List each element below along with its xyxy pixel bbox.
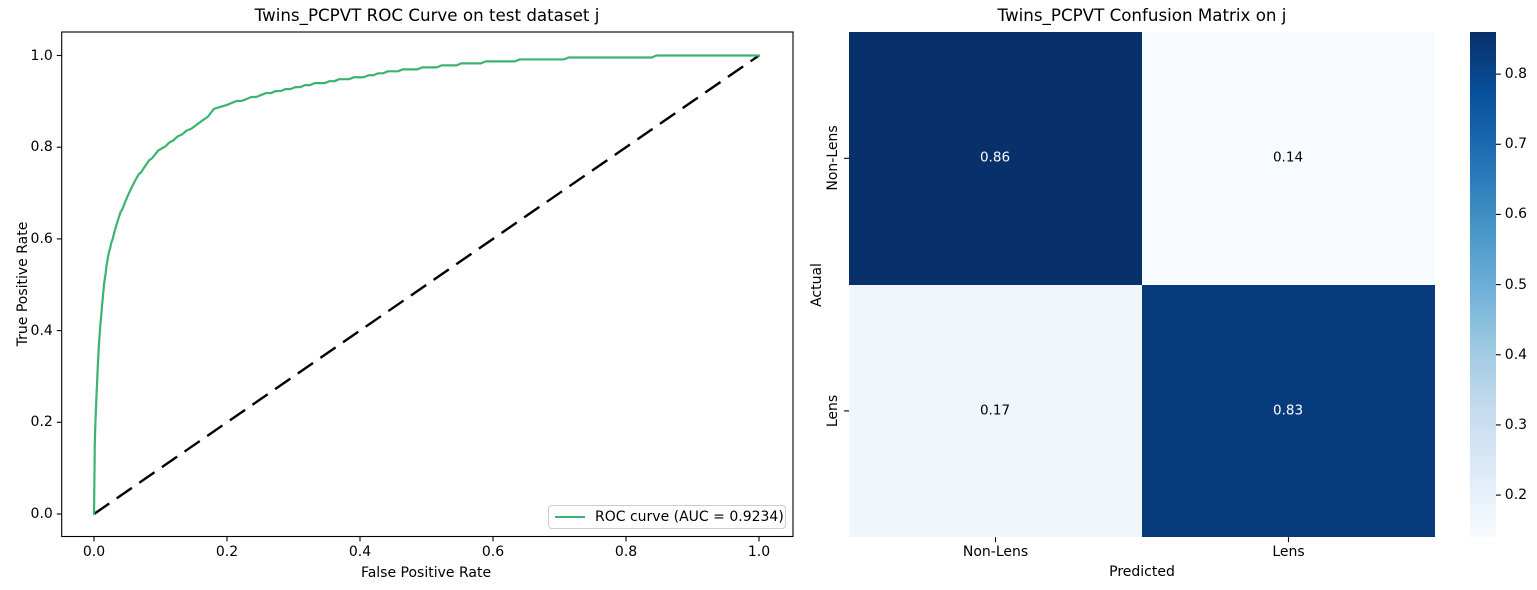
- roc-y-tick-label: 0.2: [30, 414, 53, 431]
- heatmap-cell-1-0: [849, 284, 1142, 538]
- confusion-x-tick-label: Lens: [1272, 544, 1305, 560]
- colorbar-tick-label: 0.8: [1504, 66, 1528, 83]
- confusion-y-tick-label: Lens: [825, 394, 841, 428]
- cell-value-nonlens-nonlens: 0.86: [979, 149, 1011, 166]
- roc-y-tick-label: 1.0: [30, 47, 53, 64]
- cell-value-lens-lens: 0.83: [1272, 402, 1304, 419]
- roc-y-tick-label: 0.4: [30, 322, 53, 339]
- roc-x-tick-label: 0.6: [481, 544, 505, 560]
- heatmap-cell-0-0: [849, 32, 1142, 285]
- colorbar: [1469, 32, 1496, 538]
- roc-x-tick-label: 1.0: [747, 544, 771, 560]
- chance-diagonal-line: [93, 54, 760, 515]
- roc-ylabel: True Positive Rate: [15, 221, 31, 347]
- heatmap-cell-1-1: [1142, 284, 1435, 538]
- roc-x-tick-label: 0.4: [348, 544, 372, 560]
- roc-y-tick-label: 0.8: [30, 139, 53, 156]
- roc-curve-line: [92, 54, 761, 516]
- confusion-xlabel: Predicted: [1109, 564, 1175, 580]
- confusion-y-tick-label: Non-Lens: [825, 125, 841, 191]
- roc-xlabel: False Positive Rate: [360, 565, 492, 581]
- roc-x-tick-label: 0.2: [215, 544, 239, 560]
- confusion-title: Twins_PCPVT Confusion Matrix on j: [997, 5, 1287, 25]
- roc-y-tick-label: 0.6: [30, 230, 53, 247]
- colorbar-tick-label: 0.5: [1504, 276, 1528, 293]
- roc-x-tick-label: 0.0: [82, 544, 106, 560]
- colorbar-tick-label: 0.2: [1504, 487, 1528, 504]
- cell-value-nonlens-lens: 0.14: [1272, 149, 1304, 166]
- legend-line-sample-icon: [555, 515, 585, 519]
- colorbar-tick-label: 0.4: [1504, 346, 1528, 363]
- confusion-x-tick-label: Non-Lens: [962, 544, 1029, 560]
- roc-x-tick-label: 0.8: [614, 544, 638, 560]
- roc-axes-frame: [61, 31, 794, 538]
- legend-label: ROC curve (AUC = 0.9234): [595, 509, 784, 525]
- colorbar-tick-label: 0.6: [1504, 206, 1528, 223]
- heatmap-cell-0-1: [1142, 32, 1435, 285]
- cell-value-lens-nonlens: 0.17: [979, 402, 1011, 419]
- roc-title: Twins_PCPVT ROC Curve on test dataset j: [254, 5, 600, 25]
- colorbar-tick-label: 0.7: [1504, 136, 1528, 153]
- confusion-ylabel: Actual: [809, 263, 825, 307]
- colorbar-tick-label: 0.3: [1504, 416, 1528, 433]
- roc-legend: ROC curve (AUC = 0.9234): [548, 505, 786, 529]
- roc-y-tick-label: 0.0: [30, 506, 53, 522]
